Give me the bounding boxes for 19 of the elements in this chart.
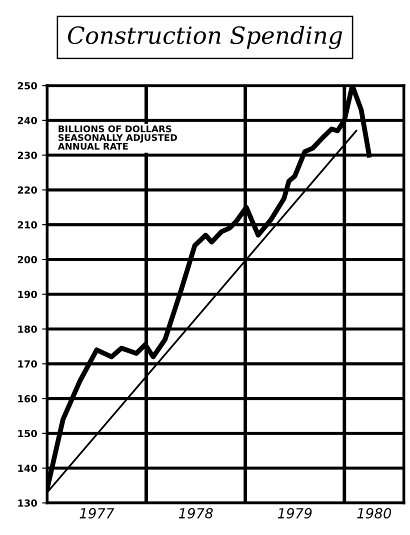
y-tick-label: 170 <box>18 360 37 368</box>
y-tick-label: 190 <box>18 290 37 298</box>
y-tick-label: 250 <box>18 82 37 90</box>
chart-title: Construction Spending <box>68 26 342 50</box>
y-tick-label: 210 <box>18 221 37 229</box>
y-tick-label: 150 <box>18 430 37 438</box>
y-tick-label: 230 <box>18 152 37 159</box>
x-tick-label: 1977 <box>80 508 114 519</box>
x-tick-label: 1978 <box>178 508 213 519</box>
y-tick-label: 200 <box>18 256 37 264</box>
annotation: BILLIONS OF DOLLARS SEASONALLY ADJUSTED ANNUAL RATE <box>58 125 178 150</box>
y-tick-label: 140 <box>18 464 37 472</box>
y-tick-label: 240 <box>18 116 37 124</box>
y-tick-label: 160 <box>18 395 37 402</box>
y-tick-label: 180 <box>18 326 37 333</box>
x-tick-label: 1979 <box>278 508 312 519</box>
y-tick-label: 130 <box>18 499 37 507</box>
x-tick-label: 1980 <box>357 508 392 519</box>
y-tick-label: 220 <box>18 186 37 194</box>
